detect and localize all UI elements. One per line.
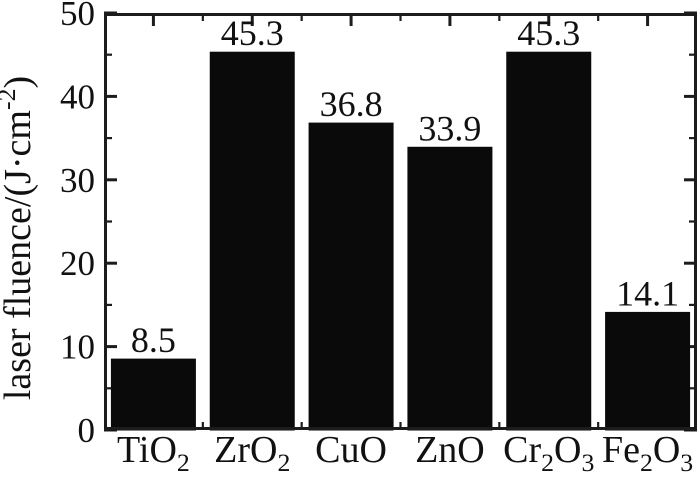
- y-axis-label: laser fluence/(J·cm-2): [0, 76, 39, 400]
- bar-value-label: 8.5: [131, 320, 176, 360]
- bar-value-label: 45.3: [221, 13, 284, 53]
- bar-value-label: 14.1: [616, 273, 679, 313]
- x-category-label: Cr2O3: [503, 429, 594, 477]
- y-tick-label: 20: [60, 244, 95, 283]
- x-category-label: CuO: [315, 429, 387, 471]
- y-tick-label: 0: [78, 411, 96, 450]
- x-category-label: Fe2O3: [602, 429, 693, 477]
- bar: [308, 122, 394, 431]
- y-tick-label: 30: [60, 161, 95, 200]
- x-category-label: ZrO2: [214, 429, 290, 477]
- bar: [407, 146, 493, 431]
- bar-value-label: 45.3: [517, 13, 580, 53]
- bar-value-label: 33.9: [418, 108, 481, 148]
- y-tick-label: 50: [60, 0, 95, 33]
- x-category-label: TiO2: [117, 429, 190, 477]
- x-category-label: ZnO: [415, 429, 485, 471]
- y-tick-label: 40: [60, 77, 95, 116]
- y-tick-label: 10: [60, 328, 95, 367]
- bar: [605, 311, 691, 431]
- bar-value-label: 36.8: [320, 84, 383, 124]
- bar: [110, 358, 196, 431]
- bar: [209, 51, 295, 431]
- bar: [506, 51, 592, 431]
- axes-frame: [104, 13, 697, 430]
